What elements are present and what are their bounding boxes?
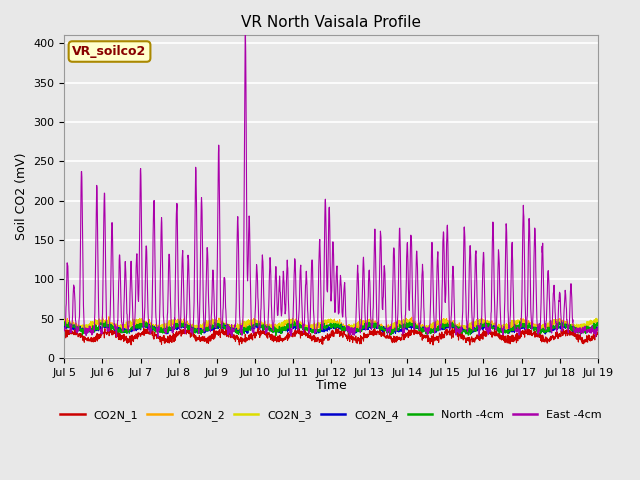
Y-axis label: Soil CO2 (mV): Soil CO2 (mV): [15, 153, 28, 240]
Legend: CO2N_1, CO2N_2, CO2N_3, CO2N_4, North -4cm, East -4cm: CO2N_1, CO2N_2, CO2N_3, CO2N_4, North -4…: [56, 406, 606, 425]
X-axis label: Time: Time: [316, 379, 346, 392]
Title: VR North Vaisala Profile: VR North Vaisala Profile: [241, 15, 421, 30]
Text: VR_soilco2: VR_soilco2: [72, 45, 147, 58]
